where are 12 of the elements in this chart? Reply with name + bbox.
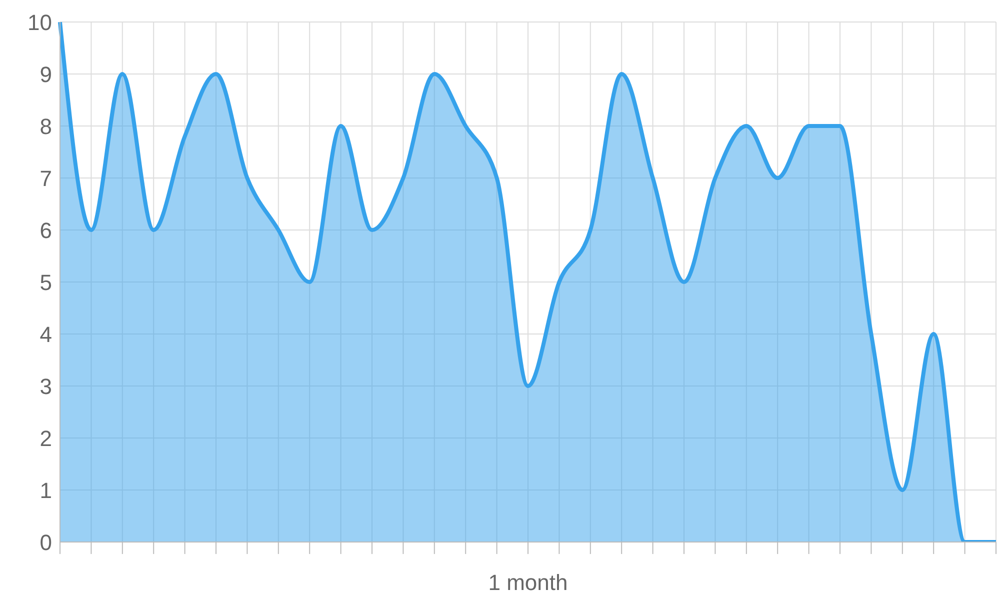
y-tick-label: 3 [40,374,52,399]
y-tick-label: 10 [28,10,52,35]
y-tick-label: 1 [40,478,52,503]
y-tick-label: 8 [40,114,52,139]
x-axis-title: 1 month [488,570,568,595]
y-tick-label: 0 [40,530,52,555]
y-tick-label: 6 [40,218,52,243]
y-tick-label: 9 [40,62,52,87]
y-tick-label: 4 [40,322,52,347]
y-tick-label: 2 [40,426,52,451]
y-tick-label: 7 [40,166,52,191]
y-tick-label: 5 [40,270,52,295]
